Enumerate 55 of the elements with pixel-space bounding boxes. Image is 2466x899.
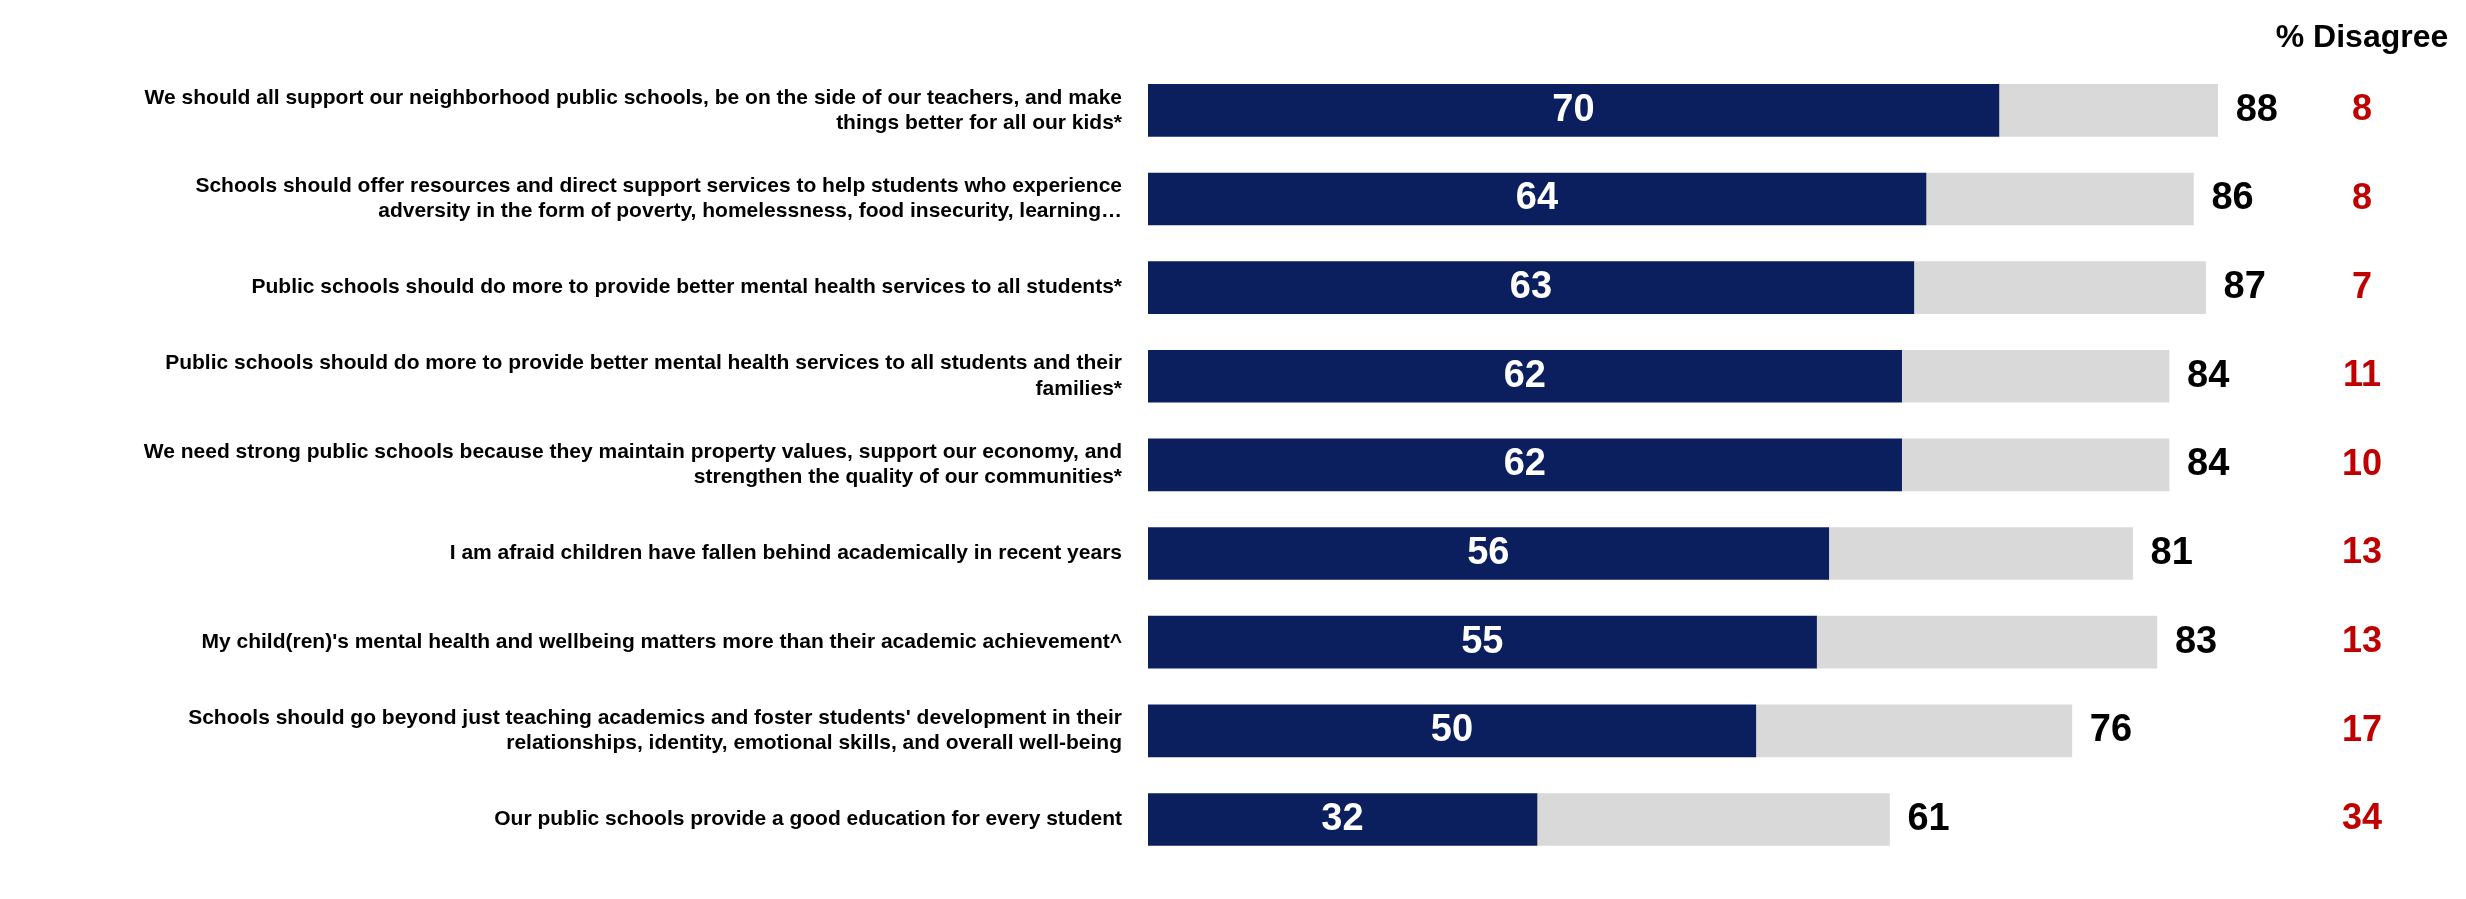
total-label: 87 [2223,264,2266,307]
total-label: 84 [2187,352,2230,395]
bar [1998,83,2219,137]
text: 13 [2341,619,2383,661]
text: 13 [2341,530,2383,572]
y-tick-label: Our public schools provide a good education for every student [494,806,1122,830]
data-label: 70 [1552,86,1595,129]
bar [1148,172,1927,226]
y-tick-label: We should all support our neighborhood public schools, be on the side of our teachers, and make things better for all our kids* [144,84,1123,133]
data-label: 62 [1503,352,1546,395]
bar [1148,527,1830,580]
data-label: 50 [1430,707,1474,750]
bar [1755,704,2073,758]
data-label: 55 [1461,618,1504,661]
text: 7 [2351,264,2373,306]
bar [1148,349,1902,403]
total-label: 83 [2174,618,2218,661]
bar [1148,615,1817,669]
text: % Disagree [2275,17,2449,54]
bar [1148,83,2000,137]
total-label: 88 [2235,86,2278,129]
y-tick-label: Schools should go beyond just teaching academics and foster students' development in their relationships, identity, emotional skills, and overall well-being [188,705,1122,754]
text: 17 [2341,707,2383,749]
bar [1148,793,1538,846]
bar [1828,527,2133,580]
y-tick-label: Public schools should do more to provide better mental health services to all students* [251,274,1123,298]
total-label: 86 [2211,175,2254,218]
text: 8 [2351,87,2373,129]
y-tick-label: Schools should offer resources and direct support services to help students who experience adversity in the form of poverty, homelessness, food insecurity, learning… [195,173,1122,222]
bar [1536,793,1890,846]
y-tick-label: My child(ren)'s mental health and wellbeing matters more than their academic achievement^ [201,628,1122,652]
bar [1148,261,1915,314]
y-tick-label: I am afraid children have fallen behind academically in recent years [449,540,1122,564]
y-tick-label: Public schools should do more to provide better mental health services to all students and their families* [165,350,1123,399]
data-label: 62 [1503,441,1546,484]
bar [1148,438,1902,492]
data-label: 56 [1467,530,1510,573]
total-label: 81 [2150,530,2193,573]
bar [1901,438,2170,492]
bar [1913,261,2206,314]
text: 34 [2341,796,2383,838]
data-label: 63 [1509,264,1553,307]
text: 8 [2351,175,2373,217]
total-label: 76 [2089,707,2133,750]
bar [1925,172,2194,226]
data-label: 64 [1515,175,1559,218]
bar [1148,704,1757,758]
y-tick-label: We need strong public schools because they maintain property values, support our economy, and strengthen the quality of our communities* [143,439,1123,488]
text: 11 [2342,353,2382,395]
data-label: 32 [1321,795,1364,838]
bar [1816,615,2158,669]
total-label: 84 [2187,441,2230,484]
total-label: 61 [1907,795,1950,838]
bar [1901,349,2170,403]
text: 10 [2341,441,2383,483]
